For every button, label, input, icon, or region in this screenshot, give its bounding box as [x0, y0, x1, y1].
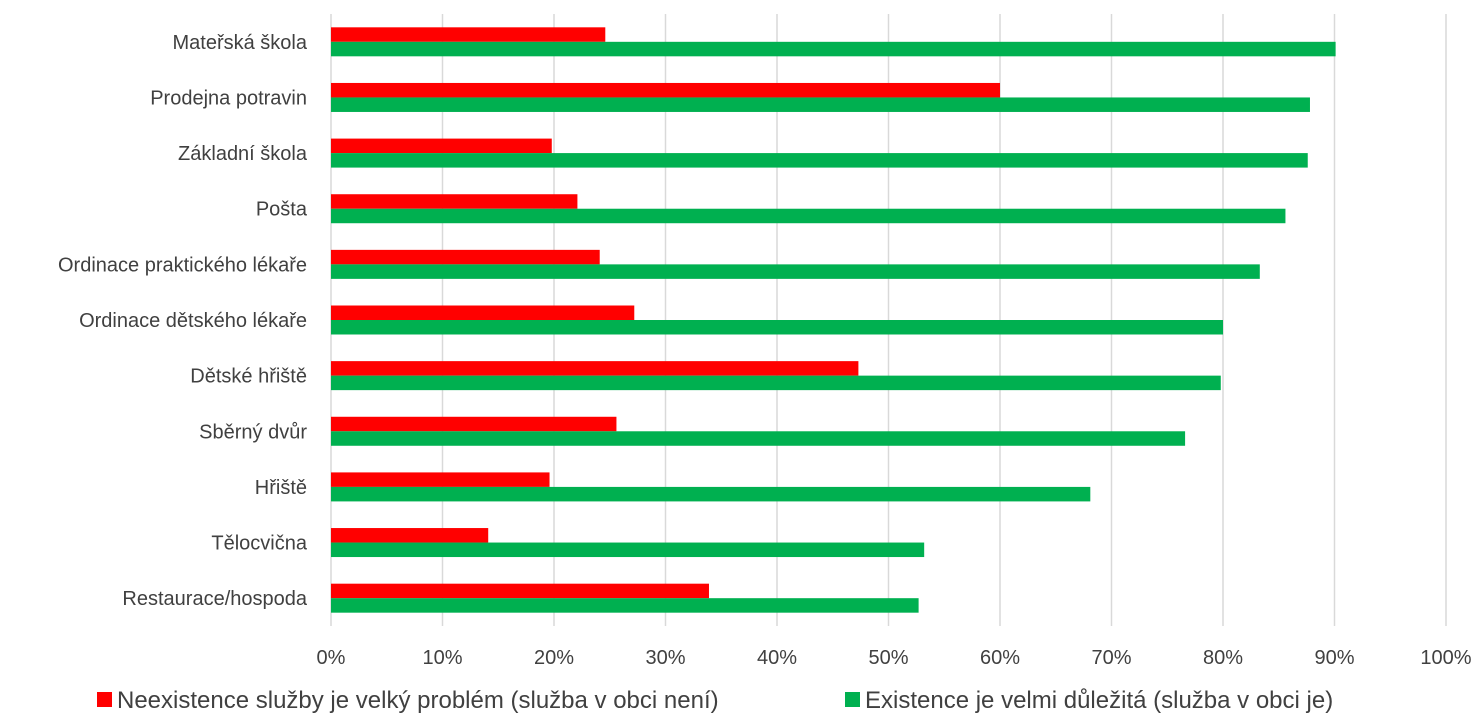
bar-neexistence — [331, 82, 1000, 98]
bar-existence — [331, 41, 1336, 57]
x-tick-label: 40% — [757, 647, 797, 669]
legend-label-existence: Existence je velmi důležitá (služba v ob… — [865, 687, 1333, 714]
category-label: Základní škola — [178, 143, 308, 165]
category-label: Sběrný dvůr — [199, 421, 307, 443]
category-label: Mateřská škola — [173, 32, 308, 54]
bar-existence — [331, 320, 1223, 335]
bar-existence — [331, 97, 1310, 112]
bar-existence — [331, 598, 919, 613]
x-tick-label: 90% — [1314, 647, 1354, 669]
category-label: Hřiště — [255, 477, 307, 499]
bar-neexistence — [331, 416, 617, 432]
category-label: Restaurace/hospoda — [122, 588, 307, 610]
bar-neexistence — [331, 194, 578, 209]
bar-neexistence — [331, 472, 550, 487]
x-tick-label: 60% — [980, 647, 1020, 669]
bar-neexistence — [331, 305, 635, 320]
bar-neexistence — [331, 583, 709, 599]
x-tick-label: 0% — [317, 647, 346, 669]
bar-neexistence — [331, 138, 552, 154]
bar-existence — [331, 431, 1186, 446]
x-tick-label: 50% — [868, 647, 908, 669]
category-label: Ordinace praktického lékaře — [58, 254, 307, 276]
bar-existence — [331, 264, 1260, 279]
legend-swatch-existence — [845, 692, 860, 707]
legend-swatch-neexistence — [97, 692, 112, 707]
bar-neexistence — [331, 361, 859, 376]
category-label: Dětské hřiště — [190, 366, 307, 388]
x-tick-label: 100% — [1420, 647, 1471, 669]
bar-existence — [331, 208, 1286, 224]
bar-existence — [331, 486, 1091, 502]
x-tick-label: 70% — [1091, 647, 1131, 669]
x-tick-label: 80% — [1203, 647, 1243, 669]
bar-neexistence — [331, 528, 489, 543]
x-tick-label: 20% — [534, 647, 574, 669]
legend-label-neexistence: Neexistence služby je velký problém (slu… — [117, 687, 719, 714]
category-label: Ordinace dětského lékaře — [79, 310, 307, 332]
bar-neexistence — [331, 249, 600, 265]
x-tick-label: 10% — [422, 647, 462, 669]
bar-neexistence — [331, 27, 606, 42]
bar-existence — [331, 153, 1308, 168]
bar-existence — [331, 375, 1221, 391]
category-label: Tělocvična — [211, 533, 307, 555]
category-label: Pošta — [256, 199, 308, 221]
x-tick-label: 30% — [645, 647, 685, 669]
category-label: Prodejna potravin — [150, 87, 307, 109]
bar-existence — [331, 542, 925, 558]
